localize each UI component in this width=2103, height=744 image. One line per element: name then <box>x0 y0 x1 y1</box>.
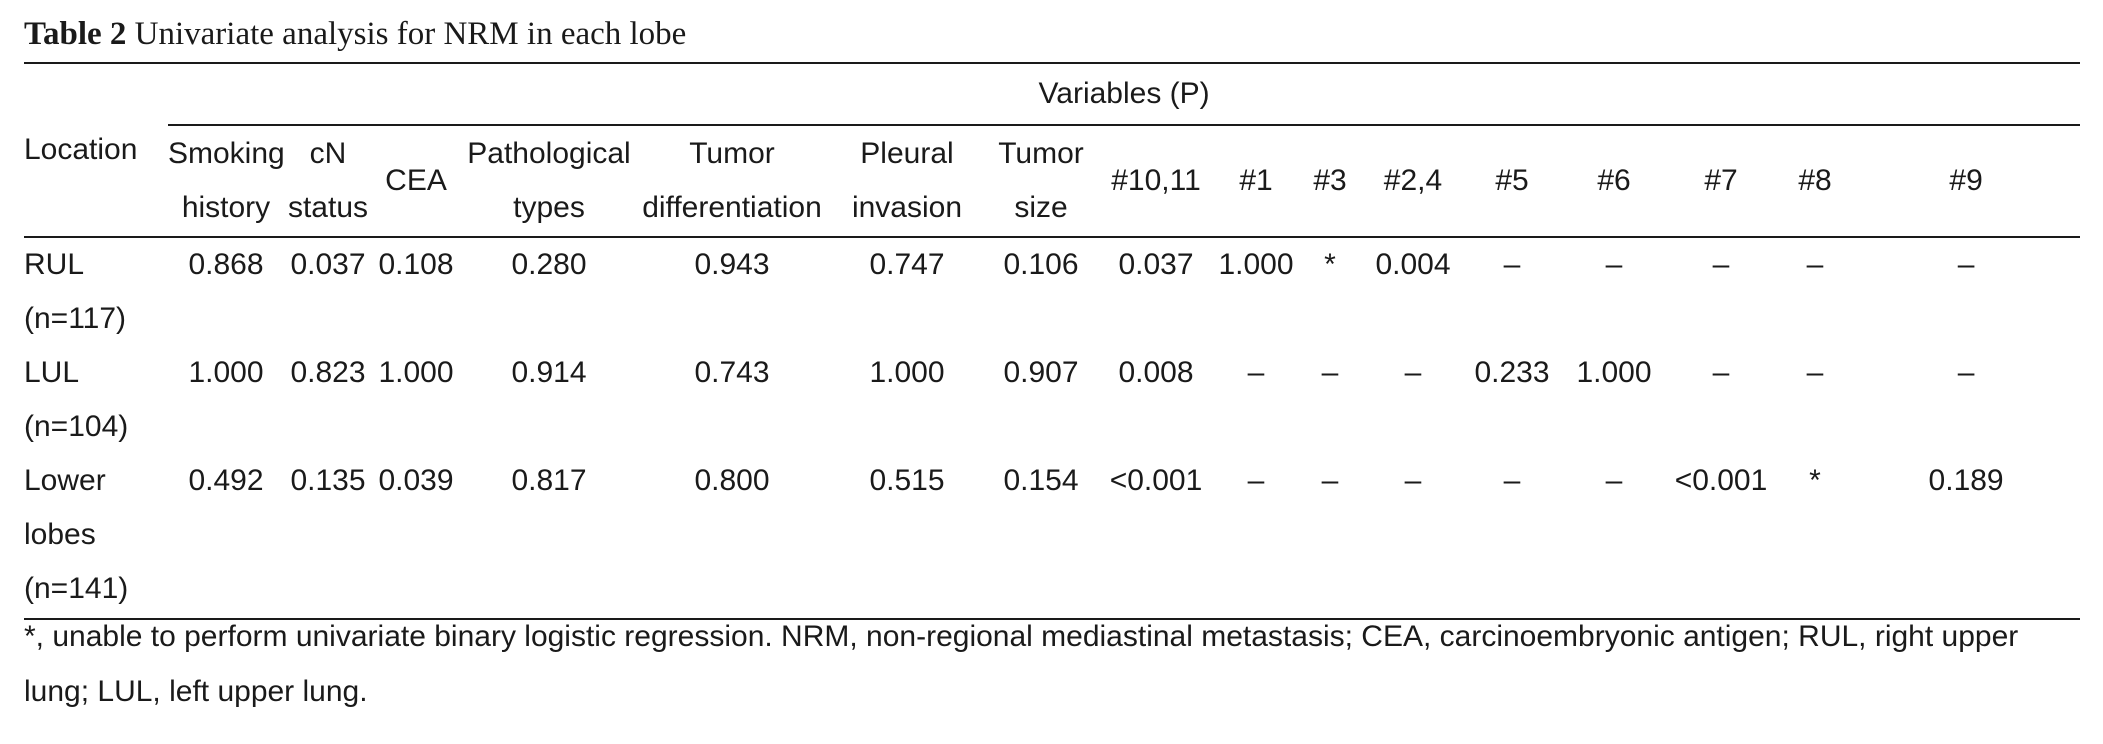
p-value-cell: – <box>1404 356 1422 389</box>
table-title: Univariate analysis for NRM in each lobe <box>126 16 687 52</box>
p-value-cell: – <box>1294 454 1366 620</box>
p-value-cell: – <box>1957 248 1975 281</box>
p-value-cell: 1.000 <box>869 356 945 389</box>
table-caption: Table 2 Univariate analysis for NRM in e… <box>24 14 686 54</box>
p-value-cell: 0.800 <box>638 454 826 620</box>
column-header: CEA <box>372 125 460 238</box>
location-cell: Lower lobes (n=141) <box>24 454 168 620</box>
p-value-cell: 0.943 <box>694 248 770 281</box>
column-header: Tumor differentiation <box>638 125 826 238</box>
p-value-cell: – <box>1712 356 1730 389</box>
p-value-cell: 0.280 <box>511 248 587 281</box>
p-value-cell: 0.037 <box>1118 248 1194 281</box>
column-header: #9 <box>1852 125 2081 238</box>
p-value-cell: 0.004 <box>1375 248 1451 281</box>
p-value-cell: 1.000 <box>1576 356 1652 389</box>
p-value-cell: – <box>1564 454 1664 620</box>
column-header: #7 <box>1664 125 1778 238</box>
table-row: LUL (n=104) 1.000 0.823 1.000 0.914 0.743 1.000… <box>24 346 2080 454</box>
p-value-cell: – <box>1321 356 1339 389</box>
table-label: Table 2 <box>24 16 127 52</box>
column-header: #3 <box>1294 125 1366 238</box>
p-value-cell: 0.515 <box>826 454 988 620</box>
p-value-cell: 0.135 <box>284 454 372 620</box>
column-header: cN status <box>284 125 372 238</box>
column-header: Smoking history <box>168 125 284 238</box>
p-value-cell: – <box>1503 248 1521 281</box>
p-value-cell: – <box>1460 454 1564 620</box>
table-row: Lower lobes (n=141) 0.492 0.135 0.039 0.817 0.8… <box>24 454 2081 620</box>
p-value-cell: 0.914 <box>511 356 587 389</box>
p-value-cell: 0.492 <box>168 454 284 620</box>
column-header: Pleural invasion <box>826 125 988 238</box>
p-value-cell: – <box>1247 356 1265 389</box>
p-value-cell: 1.000 <box>1218 248 1294 281</box>
p-value-cell: – <box>1806 356 1824 389</box>
p-value-cell: 0.008 <box>1118 356 1194 389</box>
p-value-cell: 0.037 <box>290 248 366 281</box>
p-value-cell: 0.747 <box>869 248 945 281</box>
p-value-cell: 1.000 <box>188 356 264 389</box>
p-value-cell: 0.907 <box>1003 356 1079 389</box>
p-value-cell: 0.106 <box>1003 248 1079 281</box>
p-value-cell: 0.823 <box>290 356 366 389</box>
p-value-cell: * <box>1778 454 1852 620</box>
p-value-cell: <0.001 <box>1094 454 1218 620</box>
p-value-cell: – <box>1957 356 1975 389</box>
p-value-cell: 0.108 <box>378 248 454 281</box>
location-cell: LUL (n=104) <box>24 356 129 443</box>
location-cell: RUL (n=117) <box>24 248 127 335</box>
column-header: Pathological types <box>460 125 638 238</box>
column-header: #2,4 <box>1366 125 1460 238</box>
variables-header: Variables (P) <box>168 62 2081 126</box>
p-value-cell: – <box>1712 248 1730 281</box>
column-header: #10,11 <box>1094 125 1218 238</box>
p-value-cell: 0.233 <box>1474 356 1550 389</box>
p-value-cell: <0.001 <box>1664 454 1778 620</box>
p-value-cell: 0.817 <box>460 454 638 620</box>
p-value-cell: 1.000 <box>378 356 454 389</box>
column-header: #8 <box>1778 125 1852 238</box>
p-value-cell: 0.039 <box>372 454 460 620</box>
column-header: #6 <box>1564 125 1664 238</box>
column-header: #5 <box>1460 125 1564 238</box>
p-value-cell: 0.154 <box>988 454 1094 620</box>
p-value-cell: 0.189 <box>1852 454 2081 620</box>
p-value-cell: – <box>1806 248 1824 281</box>
column-header: Tumor size <box>988 125 1094 238</box>
column-header: #1 <box>1218 125 1294 238</box>
table-footnote: *, unable to perform univariate binary l… <box>24 620 2019 708</box>
table-row: RUL (n=117) 0.868 0.037 0.108 0.280 0.943 0.747… <box>24 237 2080 346</box>
p-value-cell: * <box>1324 248 1336 281</box>
p-value-cell: – <box>1218 454 1294 620</box>
univariate-table: Location Variables (P) Smoking history cN s… <box>24 62 2081 620</box>
p-value-cell: 0.868 <box>188 248 264 281</box>
p-value-cell: – <box>1605 248 1623 281</box>
p-value-cell: – <box>1366 454 1460 620</box>
location-header: Location <box>24 62 168 238</box>
p-value-cell: 0.743 <box>694 356 770 389</box>
